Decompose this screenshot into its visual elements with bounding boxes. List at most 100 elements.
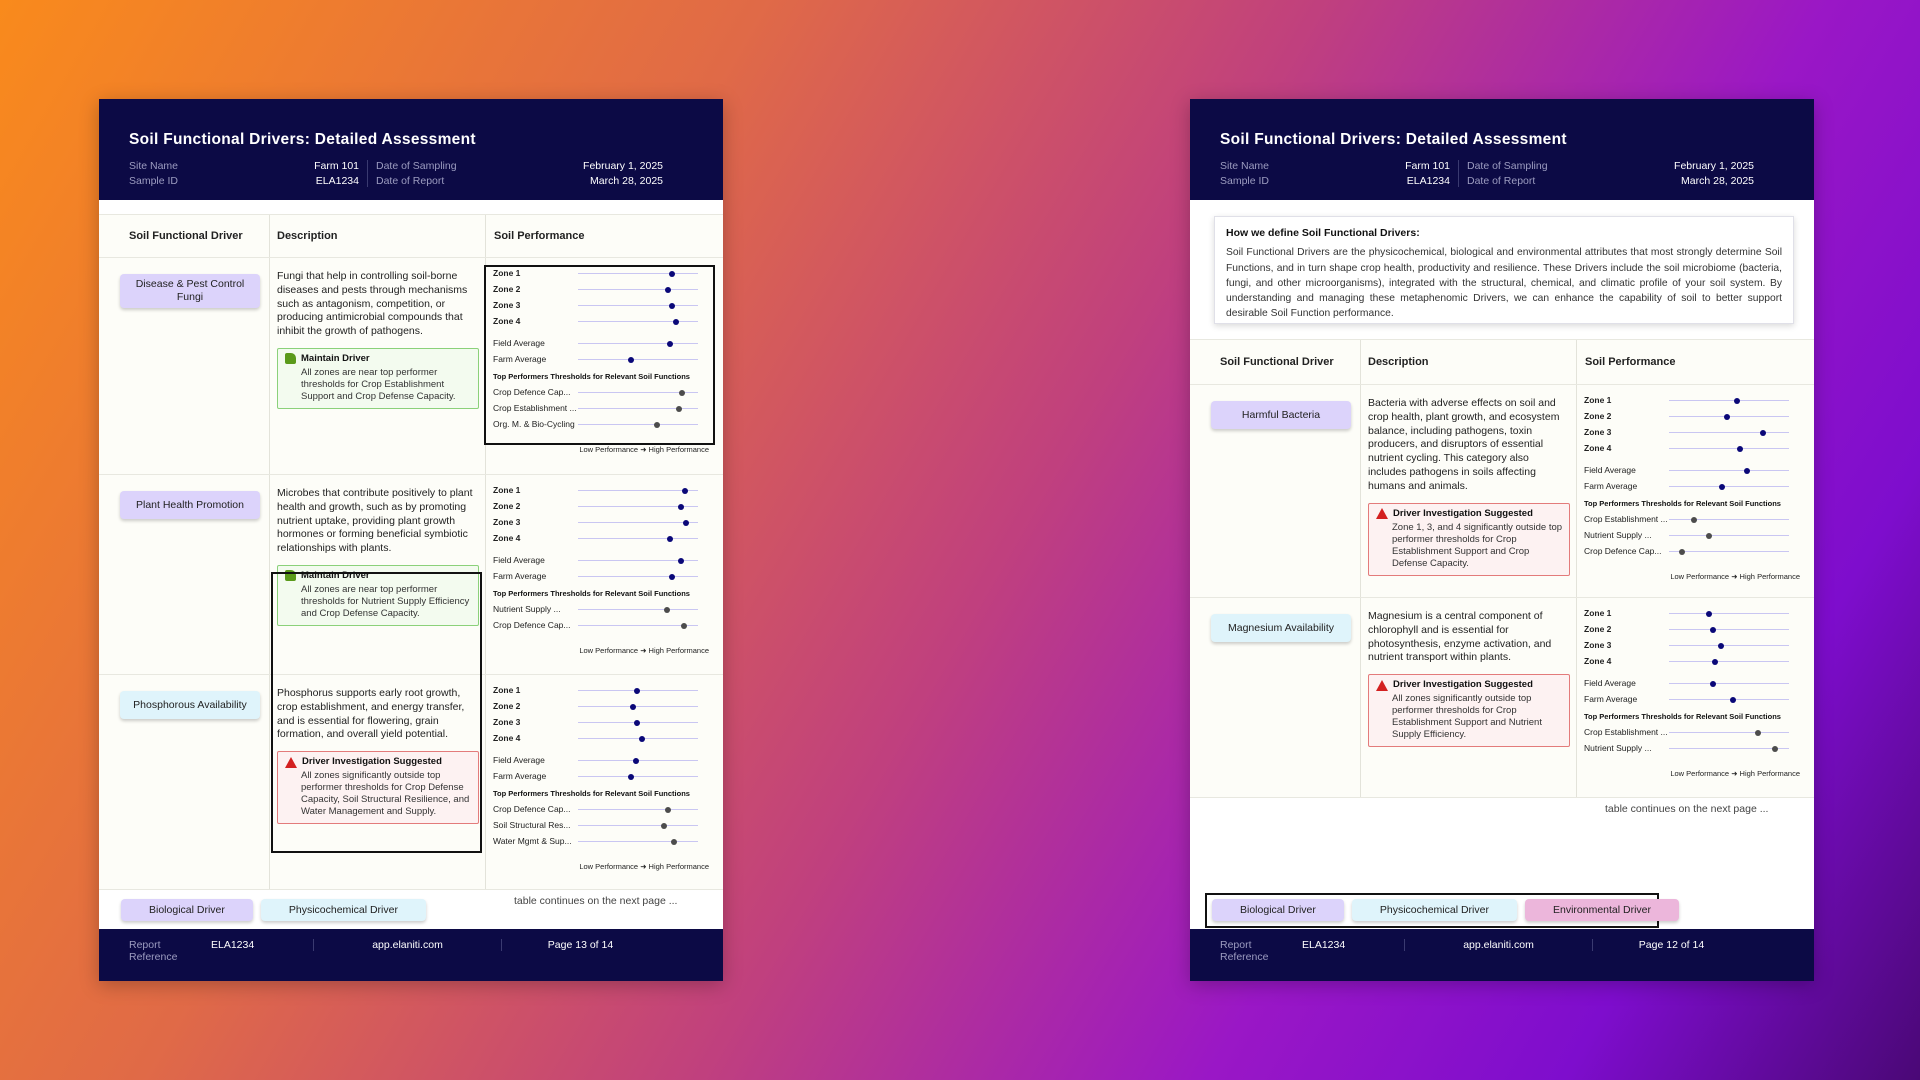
zone-dot: [1705, 610, 1712, 617]
callout-text: All zones significantly outside top perf…: [301, 770, 470, 818]
perf-label: Zone 3: [493, 300, 521, 310]
thresholds-title: Top Performers Thresholds for Relevant S…: [493, 589, 690, 598]
callout-title: Maintain Driver: [301, 352, 370, 364]
report-reference-label: Report Reference: [1220, 939, 1269, 963]
zone-dot: [1717, 642, 1724, 649]
table-header: Soil Functional Driver Description Soil …: [1190, 339, 1814, 385]
perf-track: [578, 625, 698, 626]
site-name-value: Farm 101: [1405, 160, 1450, 172]
perf-label: Soil Structural Res...: [493, 820, 571, 830]
drivers-table: Soil Functional Driver Description Soil …: [1190, 339, 1814, 798]
callout-title: Driver Investigation Suggested: [1393, 507, 1533, 519]
report-page-left: Soil Functional Drivers: Detailed Assess…: [99, 99, 723, 981]
page-title: Soil Functional Drivers: Detailed Assess…: [1220, 131, 1567, 148]
perf-track: [578, 305, 698, 306]
threshold-dot: [654, 421, 661, 428]
performance-chart: Zone 1 Zone 2 Zone 3 Zone 4 Field Average Far…: [486, 258, 723, 474]
perf-label: Zone 1: [1584, 608, 1612, 618]
website-link[interactable]: app.elaniti.com: [313, 939, 501, 951]
perf-track: [1669, 661, 1789, 662]
col-header-performance: Soil Performance: [1585, 356, 1676, 368]
zone-dot: [638, 735, 645, 742]
zone-dot: [1723, 413, 1730, 420]
threshold-dot: [671, 838, 677, 845]
table-row: Harmful Bacteria Bacteria with adverse e…: [1190, 385, 1814, 598]
perf-label: Zone 2: [1584, 624, 1612, 634]
perf-label: Crop Defence Cap...: [493, 620, 571, 630]
thresholds-title: Top Performers Thresholds for Relevant S…: [493, 789, 690, 798]
perf-label: Zone 4: [1584, 443, 1612, 453]
thumbs-up-icon: [285, 570, 296, 582]
driver-pill: Disease & Pest Control Fungi: [120, 274, 260, 308]
zone-dot: [683, 519, 689, 526]
perf-track: [578, 392, 698, 393]
recommendation-callout: Driver Investigation Suggested All zones…: [277, 751, 479, 825]
driver-description: Fungi that help in controlling soil-born…: [277, 270, 468, 338]
perf-label: Zone 4: [493, 316, 521, 326]
perf-track: [1669, 448, 1789, 449]
perf-label: Zone 1: [1584, 395, 1612, 405]
perf-track: [578, 343, 698, 344]
threshold-dot: [675, 405, 682, 412]
perf-label: Field Average: [493, 555, 545, 565]
perf-label: Crop Establishment ...: [1584, 514, 1668, 524]
thumbs-up-icon: [285, 353, 296, 365]
warning-icon: [1376, 679, 1388, 691]
zone-dot: [1711, 658, 1718, 665]
perf-track: [578, 825, 698, 826]
average-dot: [678, 557, 685, 564]
col-header-driver: Soil Functional Driver: [1190, 340, 1361, 384]
perf-label: Field Average: [493, 755, 545, 765]
perf-label: Farm Average: [1584, 481, 1638, 491]
performance-scale-legend: Low Performance ➜ High Performance: [579, 646, 709, 655]
page-footer: Report Reference ELA1234 app.elaniti.com…: [99, 929, 723, 981]
average-dot: [627, 356, 634, 363]
perf-track: [1669, 535, 1789, 536]
zone-dot: [1736, 445, 1743, 452]
perf-label: Zone 1: [493, 485, 521, 495]
legend-physicochemical: Physicochemical Driver: [260, 899, 426, 921]
perf-label: Zone 2: [493, 501, 521, 511]
table-row: Disease & Pest Control Fungi Fungi that …: [99, 258, 723, 475]
threshold-dot: [1691, 516, 1698, 523]
thresholds-title: Top Performers Thresholds for Relevant S…: [493, 372, 690, 381]
page-title: Soil Functional Drivers: Detailed Assess…: [129, 131, 476, 148]
performance-scale-legend: Low Performance ➜ High Performance: [579, 445, 709, 454]
perf-track: [578, 273, 698, 274]
perf-track: [1669, 613, 1789, 614]
col-header-performance: Soil Performance: [494, 230, 585, 242]
zone-dot: [668, 302, 675, 309]
perf-track: [578, 522, 698, 523]
callout-text: All zones are near top performer thresho…: [301, 366, 456, 402]
perf-label: Crop Establishment ...: [493, 403, 577, 413]
website-link[interactable]: app.elaniti.com: [1404, 939, 1592, 951]
zone-dot: [1759, 429, 1766, 436]
threshold-dot: [679, 389, 686, 396]
report-reference-label: Report Reference: [129, 939, 178, 963]
threshold-dot: [661, 822, 668, 829]
recommendation-callout: Maintain Driver All zones are near top p…: [277, 347, 479, 409]
perf-label: Zone 3: [1584, 640, 1612, 650]
perf-track: [578, 408, 698, 409]
date-sampling-label: Date of Sampling: [376, 160, 457, 172]
perf-track: [1669, 519, 1789, 520]
driver-description: Microbes that contribute positively to p…: [277, 487, 473, 555]
page-footer: Report Reference ELA1234 app.elaniti.com…: [1190, 929, 1814, 981]
legend-biological: Biological Driver: [1212, 899, 1344, 921]
table-row: Phosphorous Availability Phosphorus supp…: [99, 675, 723, 890]
perf-track: [1669, 683, 1789, 684]
zone-dot: [633, 719, 640, 726]
perf-label: Zone 1: [493, 268, 521, 278]
legend-biological: Biological Driver: [121, 899, 253, 921]
recommendation-callout: Driver Investigation Suggested All zones…: [1368, 674, 1570, 748]
driver-pill: Plant Health Promotion: [120, 491, 260, 519]
perf-label: Nutrient Supply ...: [1584, 743, 1652, 753]
perf-label: Field Average: [1584, 678, 1636, 688]
warning-icon: [285, 756, 297, 768]
zone-dot: [665, 286, 671, 293]
page-number: Page 13 of 14: [501, 939, 689, 951]
driver-description: Magnesium is a central component of chlo…: [1368, 610, 1552, 664]
date-report-label: Date of Report: [1467, 175, 1536, 187]
perf-label: Zone 2: [493, 284, 521, 294]
zone-dot: [668, 270, 675, 277]
